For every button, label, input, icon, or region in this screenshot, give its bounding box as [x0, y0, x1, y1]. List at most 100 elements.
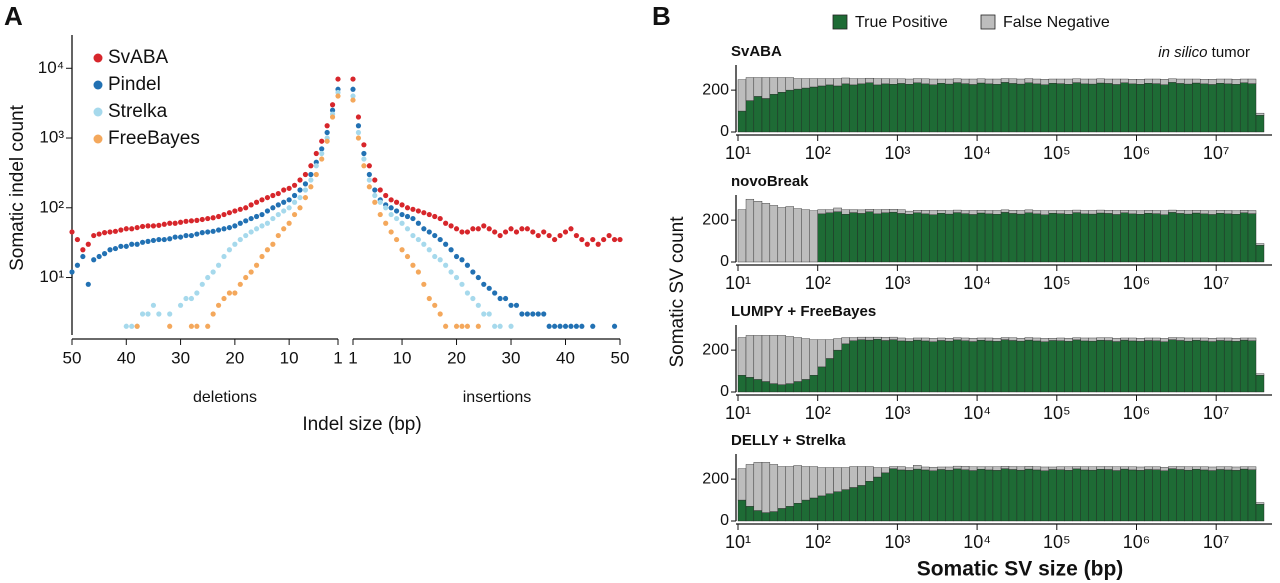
point [248, 229, 254, 235]
bar [889, 84, 898, 133]
bar [753, 96, 763, 133]
point [437, 311, 443, 317]
bar [1208, 210, 1217, 215]
bar [1144, 469, 1153, 522]
bar [1184, 213, 1193, 263]
x-tick-label: 10⁴ [963, 143, 991, 163]
bar [785, 383, 794, 393]
point [372, 187, 378, 193]
bar [817, 339, 826, 368]
bar [1223, 469, 1233, 522]
legend-marker [980, 14, 996, 30]
bar [1088, 466, 1097, 471]
point [535, 232, 541, 239]
y-tick-label: 10¹ [39, 267, 64, 286]
bar [945, 337, 954, 342]
point [215, 262, 222, 268]
bar [1104, 337, 1113, 341]
x-tick-label: 20 [225, 348, 244, 367]
point [404, 205, 411, 211]
point [237, 220, 243, 226]
point [546, 323, 552, 329]
point [286, 185, 292, 191]
point [243, 205, 249, 211]
bar [1255, 112, 1265, 116]
bar [809, 78, 818, 88]
bar [761, 462, 771, 513]
bar [1255, 504, 1265, 522]
bar [1255, 243, 1265, 246]
x-tick-label: 10³ [884, 143, 910, 163]
point [393, 236, 400, 243]
point [188, 295, 195, 302]
bar [1192, 210, 1201, 214]
bar [1144, 340, 1153, 393]
bar [825, 493, 834, 522]
point [291, 199, 298, 205]
bar [737, 337, 747, 376]
bar [1048, 340, 1057, 393]
point [270, 215, 276, 222]
bar [785, 77, 794, 91]
point [426, 247, 432, 253]
bar [801, 78, 810, 89]
point [172, 220, 178, 226]
legend-label: Pindel [108, 74, 161, 95]
bar [1160, 84, 1169, 133]
point [584, 241, 590, 247]
point [167, 236, 173, 242]
bar [1136, 466, 1145, 471]
point [601, 236, 607, 243]
bar [873, 213, 882, 263]
x-tick-label: 10¹ [725, 143, 751, 163]
y-tick-label: 200 [702, 211, 729, 228]
bar [1192, 340, 1201, 393]
point [535, 311, 541, 317]
bar [1128, 340, 1137, 393]
point [383, 192, 389, 199]
point [562, 229, 569, 235]
bar [968, 470, 978, 522]
bar [1168, 209, 1177, 213]
point [432, 232, 438, 239]
bar [809, 339, 818, 376]
bar [849, 212, 858, 263]
point [459, 257, 465, 263]
point [573, 323, 580, 329]
bar [1072, 209, 1081, 213]
bar [1160, 338, 1169, 342]
x-tick-label: 10² [805, 273, 831, 293]
bar [1200, 469, 1209, 522]
bar [745, 335, 755, 378]
point [96, 253, 102, 260]
bar [1208, 341, 1217, 393]
bar [865, 82, 874, 133]
x-tick-label: 10⁵ [1043, 143, 1070, 163]
point [275, 211, 281, 218]
point [415, 269, 421, 275]
bar [897, 209, 906, 214]
bar [1040, 338, 1050, 342]
bar [1215, 469, 1225, 522]
bar [897, 78, 906, 84]
point [308, 177, 314, 183]
point [188, 232, 195, 239]
bar [1008, 83, 1018, 133]
bar [1231, 210, 1241, 215]
bar [1136, 341, 1145, 393]
bar [913, 339, 922, 393]
point [183, 232, 189, 239]
point [194, 231, 200, 237]
bar [1144, 466, 1153, 470]
point [557, 232, 563, 239]
bar [1200, 210, 1209, 215]
y-tick-label: 10² [39, 197, 64, 216]
bar [1239, 210, 1249, 213]
bar [992, 466, 1002, 471]
point [145, 311, 151, 317]
point [399, 202, 405, 208]
point [74, 236, 81, 243]
x-tick-label: 40 [556, 348, 575, 367]
x-tick-label: 50 [63, 348, 82, 367]
point [541, 311, 547, 317]
